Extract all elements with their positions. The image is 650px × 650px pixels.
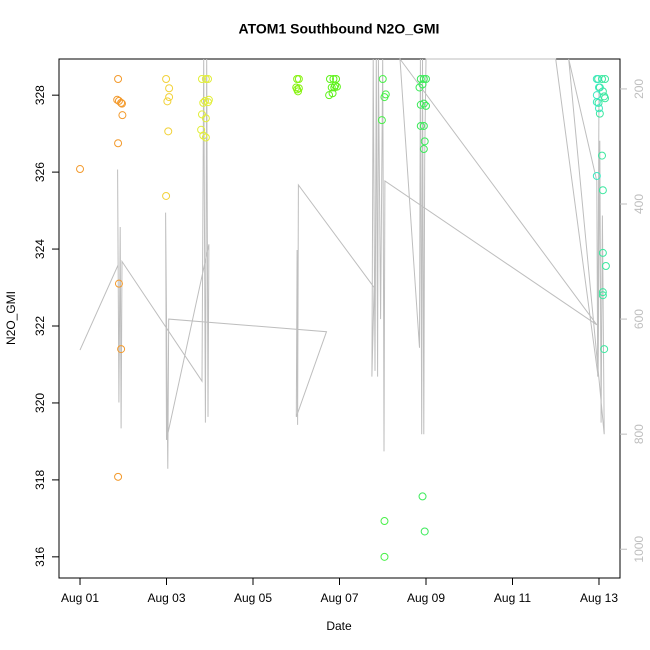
data-point — [594, 104, 603, 113]
y2-tick-label: 200 — [632, 79, 646, 99]
x-tick-label: Aug 09 — [407, 591, 445, 605]
data-point — [197, 125, 206, 134]
x-tick-label: Aug 05 — [234, 591, 272, 605]
data-point — [601, 75, 610, 84]
data-point — [419, 99, 428, 108]
data-point — [598, 186, 607, 195]
data-point — [419, 75, 428, 84]
data-point — [598, 75, 607, 84]
data-point — [332, 82, 341, 91]
data-point — [197, 75, 206, 84]
y-axis-label: N2O_GMI — [4, 291, 18, 345]
y2-tick-label: 600 — [632, 309, 646, 329]
data-point — [118, 111, 127, 120]
data-point — [294, 84, 303, 93]
data-point — [201, 75, 210, 84]
y-tick-label: 316 — [33, 547, 47, 567]
x-tick-label: Aug 07 — [320, 591, 358, 605]
x-tick-label: Aug 13 — [580, 591, 618, 605]
data-point — [114, 139, 123, 148]
data-point — [419, 121, 428, 130]
data-point — [117, 345, 126, 354]
data-point — [114, 279, 123, 288]
data-point — [201, 133, 210, 142]
x-tick-label: Aug 11 — [494, 591, 531, 605]
data-point — [117, 98, 126, 107]
data-point — [204, 95, 213, 104]
data-point — [595, 109, 604, 118]
data-point — [377, 116, 386, 125]
data-point — [117, 99, 126, 108]
data-point — [162, 191, 171, 200]
data-point — [419, 145, 428, 154]
y-tick-label: 318 — [33, 470, 47, 490]
data-point — [420, 527, 429, 536]
data-point — [600, 345, 609, 354]
data-point — [598, 291, 607, 300]
data-point — [293, 87, 302, 96]
plot-frame — [58, 58, 621, 579]
data-point — [380, 517, 389, 526]
data-point — [598, 248, 607, 257]
data-point — [418, 492, 427, 501]
data-point — [421, 101, 430, 110]
data-point — [420, 137, 429, 146]
y-tick-label: 326 — [33, 162, 47, 182]
chart-title: ATOM1 Southbound N2O_GMI — [239, 21, 440, 37]
data-point — [592, 75, 601, 84]
pressure-line — [79, 57, 605, 469]
data-point — [592, 171, 601, 180]
data-point — [601, 261, 610, 270]
data-point — [293, 75, 302, 84]
y2-tick-label: 1000 — [632, 536, 646, 563]
y-tick-label: 328 — [33, 85, 47, 105]
data-point — [416, 121, 425, 130]
data-point — [325, 75, 334, 84]
data-point — [331, 81, 340, 90]
x-axis-label: Date — [326, 619, 352, 633]
data-point — [165, 84, 174, 93]
data-point — [201, 114, 210, 123]
data-point — [598, 151, 607, 160]
data-point — [162, 75, 171, 84]
data-point — [204, 75, 213, 84]
data-point — [163, 97, 172, 106]
x-tick-label: Aug 03 — [147, 591, 185, 605]
y-tick-label: 324 — [33, 239, 47, 259]
data-point — [164, 127, 173, 136]
data-point — [114, 75, 123, 84]
data-point — [114, 472, 123, 481]
data-point — [165, 93, 174, 102]
y2-tick-label: 400 — [632, 194, 646, 214]
data-point — [380, 552, 389, 561]
data-point — [378, 75, 387, 84]
y-tick-label: 320 — [33, 393, 47, 413]
data-point — [594, 83, 603, 92]
data-point — [199, 131, 208, 140]
y2-tick-label: 800 — [632, 424, 646, 444]
y-tick-label: 322 — [33, 316, 47, 336]
data-point — [328, 89, 337, 98]
data-point — [76, 165, 85, 174]
data-point — [380, 93, 389, 102]
data-point — [416, 75, 425, 84]
x-tick-label: Aug 01 — [61, 591, 99, 605]
data-point — [418, 80, 427, 89]
data-point — [598, 288, 607, 297]
data-point — [294, 75, 303, 84]
data-point — [601, 94, 610, 103]
